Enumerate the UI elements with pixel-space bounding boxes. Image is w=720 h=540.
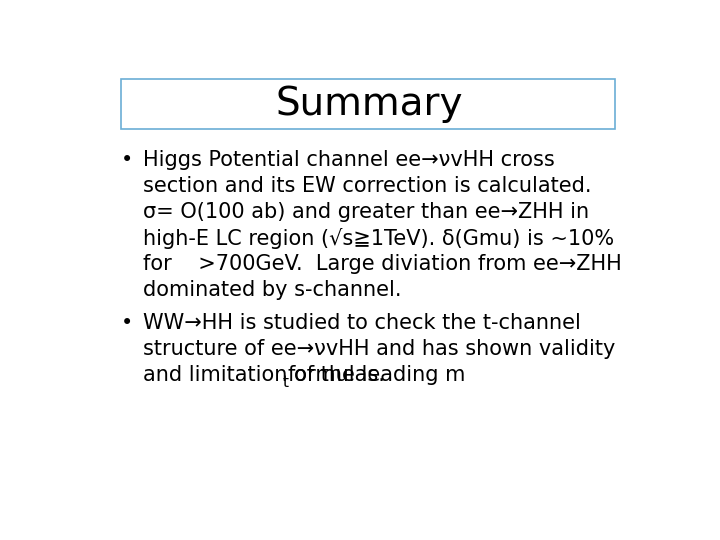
Text: formulas.: formulas. xyxy=(288,366,385,386)
Text: structure of ee→νvHH and has shown validity: structure of ee→νvHH and has shown valid… xyxy=(143,340,616,360)
Text: •: • xyxy=(121,313,133,333)
Text: for    >700GeV.  Large diviation from ee→ZHH: for >700GeV. Large diviation from ee→ZHH xyxy=(143,254,622,274)
Text: and limitation of the leading m: and limitation of the leading m xyxy=(143,366,465,386)
Text: σ= O(100 ab) and greater than ee→ZHH in: σ= O(100 ab) and greater than ee→ZHH in xyxy=(143,202,589,222)
Text: Summary: Summary xyxy=(275,85,463,123)
Text: WW→HH is studied to check the t-channel: WW→HH is studied to check the t-channel xyxy=(143,313,581,333)
Text: dominated by s-channel.: dominated by s-channel. xyxy=(143,280,402,300)
FancyBboxPatch shape xyxy=(121,79,615,129)
Text: t: t xyxy=(282,375,288,389)
Text: high-E LC region (√s≧1TeV). δ(Gmu) is ~10%: high-E LC region (√s≧1TeV). δ(Gmu) is ~1… xyxy=(143,228,614,249)
Text: section and its EW correction is calculated.: section and its EW correction is calcula… xyxy=(143,176,592,196)
Text: Higgs Potential channel ee→νvHH cross: Higgs Potential channel ee→νvHH cross xyxy=(143,150,554,170)
Text: •: • xyxy=(121,150,133,170)
